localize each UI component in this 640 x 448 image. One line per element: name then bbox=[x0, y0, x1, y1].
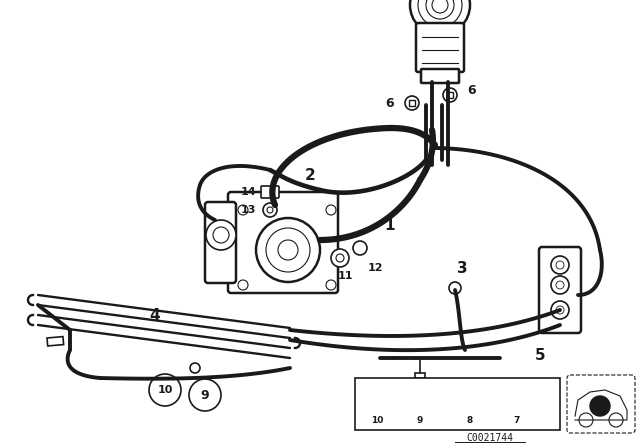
Text: 10: 10 bbox=[371, 415, 383, 425]
Text: 4: 4 bbox=[150, 307, 160, 323]
Circle shape bbox=[336, 254, 344, 262]
Circle shape bbox=[609, 413, 623, 427]
FancyBboxPatch shape bbox=[421, 69, 459, 83]
Circle shape bbox=[551, 256, 569, 274]
Circle shape bbox=[551, 276, 569, 294]
Circle shape bbox=[443, 88, 457, 102]
Circle shape bbox=[326, 280, 336, 290]
Circle shape bbox=[206, 220, 236, 250]
Circle shape bbox=[371, 379, 383, 391]
Bar bbox=[47, 336, 63, 346]
Circle shape bbox=[256, 218, 320, 282]
Circle shape bbox=[267, 207, 273, 213]
Text: 7: 7 bbox=[514, 415, 520, 425]
Text: 6: 6 bbox=[468, 83, 476, 96]
Text: 5: 5 bbox=[534, 348, 545, 362]
Circle shape bbox=[189, 379, 221, 411]
Text: 9: 9 bbox=[201, 388, 209, 401]
Circle shape bbox=[590, 396, 610, 416]
Bar bbox=[415, 373, 425, 378]
Circle shape bbox=[266, 228, 310, 272]
FancyBboxPatch shape bbox=[228, 192, 338, 293]
FancyBboxPatch shape bbox=[503, 386, 531, 410]
Text: 14: 14 bbox=[240, 187, 256, 197]
Circle shape bbox=[579, 413, 593, 427]
Circle shape bbox=[405, 96, 419, 110]
Text: 13: 13 bbox=[240, 205, 256, 215]
Circle shape bbox=[238, 205, 248, 215]
Circle shape bbox=[238, 280, 248, 290]
Text: 2: 2 bbox=[305, 168, 316, 182]
Circle shape bbox=[213, 227, 229, 243]
Text: 1: 1 bbox=[385, 217, 396, 233]
Text: C0021744: C0021744 bbox=[467, 433, 513, 443]
Text: 3: 3 bbox=[457, 260, 467, 276]
Text: 6: 6 bbox=[386, 96, 394, 109]
FancyBboxPatch shape bbox=[261, 186, 279, 198]
Circle shape bbox=[149, 374, 181, 406]
Text: 11: 11 bbox=[337, 271, 353, 281]
Circle shape bbox=[458, 388, 482, 412]
Circle shape bbox=[278, 240, 298, 260]
Bar bbox=[355, 378, 560, 430]
Text: 8: 8 bbox=[467, 415, 473, 425]
Circle shape bbox=[465, 395, 475, 405]
Text: 10: 10 bbox=[157, 385, 173, 395]
Circle shape bbox=[410, 0, 470, 35]
Text: 12: 12 bbox=[367, 263, 383, 273]
Circle shape bbox=[331, 249, 349, 267]
Circle shape bbox=[326, 205, 336, 215]
Text: 9: 9 bbox=[417, 415, 423, 425]
FancyBboxPatch shape bbox=[567, 375, 635, 433]
FancyBboxPatch shape bbox=[416, 23, 464, 72]
Circle shape bbox=[353, 241, 367, 255]
FancyBboxPatch shape bbox=[539, 247, 581, 333]
Circle shape bbox=[551, 301, 569, 319]
Circle shape bbox=[449, 282, 461, 294]
Circle shape bbox=[190, 363, 200, 373]
FancyBboxPatch shape bbox=[205, 202, 236, 283]
Circle shape bbox=[263, 203, 277, 217]
